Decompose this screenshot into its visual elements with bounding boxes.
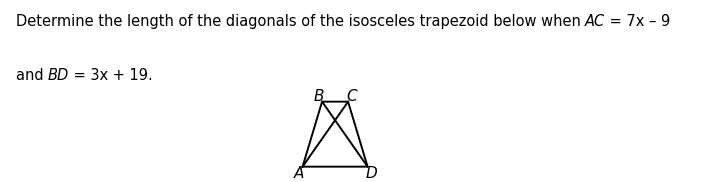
Text: = 3x + 19.: = 3x + 19. bbox=[69, 68, 153, 83]
Text: and: and bbox=[16, 68, 48, 83]
Text: C: C bbox=[346, 89, 357, 104]
Text: = 7x – 9: = 7x – 9 bbox=[606, 14, 671, 29]
Text: D: D bbox=[366, 166, 378, 181]
Text: AC: AC bbox=[585, 14, 606, 29]
Text: B: B bbox=[313, 89, 324, 104]
Text: BD: BD bbox=[48, 68, 69, 83]
Text: Determine the length of the diagonals of the isosceles trapezoid below when: Determine the length of the diagonals of… bbox=[16, 14, 585, 29]
Text: A: A bbox=[294, 166, 304, 181]
